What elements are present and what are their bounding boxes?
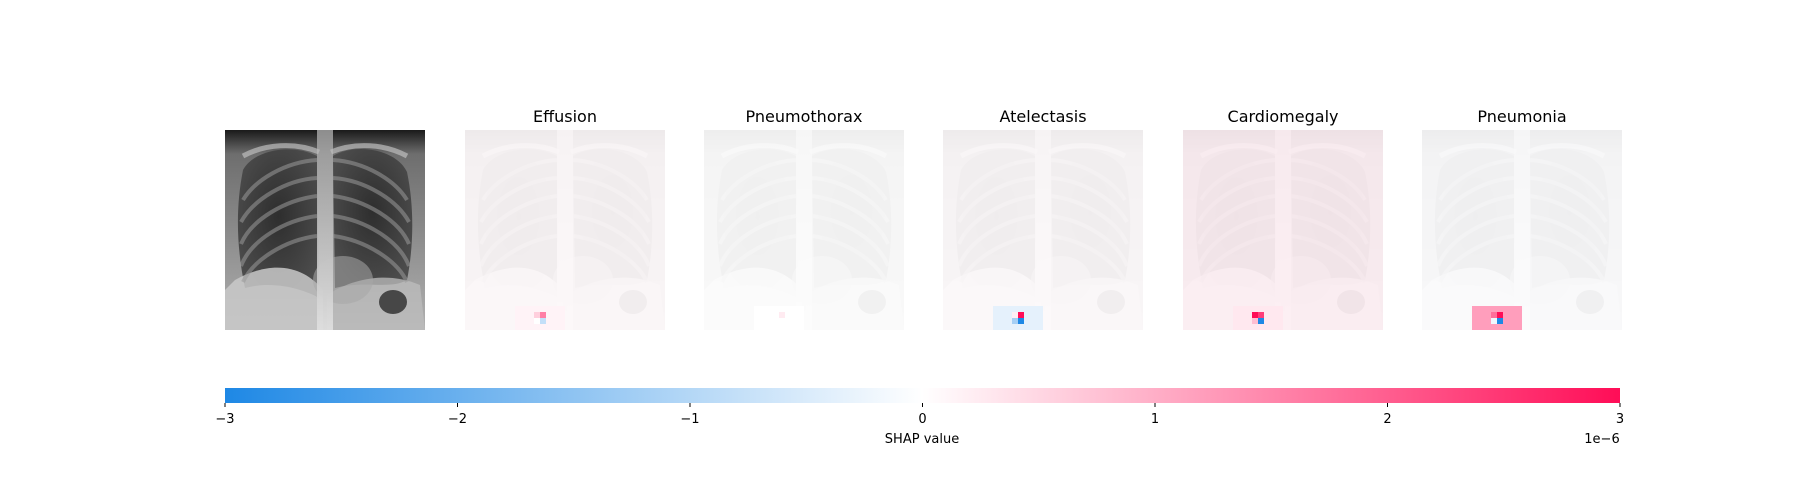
shap-overlay xyxy=(1183,130,1383,330)
shap-overlay xyxy=(704,130,904,330)
shap-pixel xyxy=(773,312,779,318)
shap-pixel xyxy=(1258,312,1264,318)
colorbar-gradient xyxy=(225,388,1620,403)
colorbar-tick-label: −1 xyxy=(680,412,699,427)
panel-title: Pneumothorax xyxy=(746,107,863,126)
shap-pixel xyxy=(534,312,540,318)
shap-overlay xyxy=(465,130,665,330)
shap-pixel xyxy=(1018,312,1024,318)
panel-title: Effusion xyxy=(533,107,597,126)
shap-pixel xyxy=(534,318,540,324)
colorbar-offset-text: 1e−6 xyxy=(1584,432,1619,447)
shap-pixel xyxy=(773,318,779,324)
shap-pixel xyxy=(1497,312,1503,318)
panel-title: Cardiomegaly xyxy=(1228,107,1339,126)
colorbar-tick-label: 2 xyxy=(1383,412,1391,427)
shap-panel-effusion: Effusion xyxy=(465,107,665,330)
shap-pixel xyxy=(540,312,546,318)
colorbar-tick-label: 3 xyxy=(1616,412,1624,427)
panel-title: Pneumonia xyxy=(1477,107,1566,126)
shap-pixel xyxy=(1491,312,1497,318)
colorbar-tick-label: 1 xyxy=(1151,412,1159,427)
shap-panel-atelectasis: Atelectasis xyxy=(943,107,1143,330)
shap-pixel xyxy=(1258,318,1264,324)
colorbar: −3 −2 −1 0 1 2 3 SHAP value 1e−6 xyxy=(215,388,1624,447)
shap-pixel xyxy=(779,318,785,324)
shap-pixel xyxy=(779,312,785,318)
input-xray-panel xyxy=(225,130,425,330)
shap-overlay xyxy=(1422,130,1622,330)
xray-image xyxy=(225,130,425,330)
colorbar-tick-label: −3 xyxy=(215,412,234,427)
panels-layer: Effusion Pneumothorax Atelectasis Cardiomeg… xyxy=(225,107,1622,330)
shap-pixel xyxy=(1497,318,1503,324)
shap-pixel xyxy=(1012,312,1018,318)
shap-panel-cardiomegaly: Cardiomegaly xyxy=(1183,107,1383,330)
shap-pixel xyxy=(1252,318,1258,324)
shap-pixel xyxy=(1252,312,1258,318)
colorbar-xlabel: SHAP value xyxy=(885,432,959,447)
colorbar-tick-label: −2 xyxy=(448,412,467,427)
shap-pixel xyxy=(1491,318,1497,324)
shap-panel-pneumothorax: Pneumothorax xyxy=(704,107,904,330)
shap-pixel xyxy=(1012,318,1018,324)
colorbar-ticks: −3 −2 −1 0 1 2 3 xyxy=(215,403,1624,427)
colorbar-tick-label: 0 xyxy=(918,412,926,427)
shap-overlay xyxy=(943,130,1143,330)
shap-pixel xyxy=(1018,318,1024,324)
shap-panel-pneumonia: Pneumonia xyxy=(1422,107,1622,330)
panel-title: Atelectasis xyxy=(999,107,1086,126)
shap-pixel xyxy=(540,318,546,324)
